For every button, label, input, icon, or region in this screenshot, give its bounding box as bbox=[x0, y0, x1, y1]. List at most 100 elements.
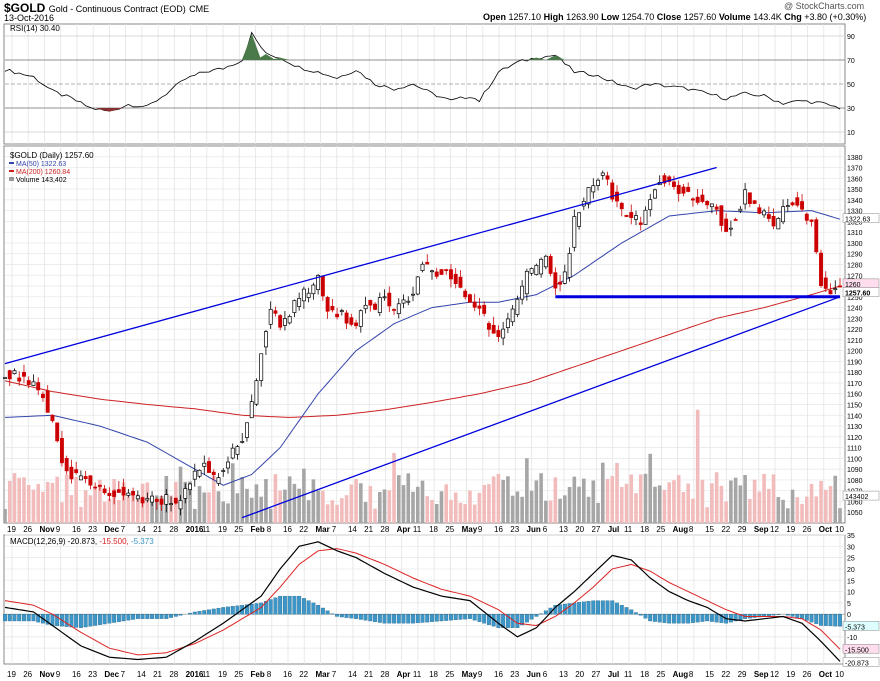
candle-down bbox=[477, 305, 482, 309]
x-axis-top-label: Feb bbox=[251, 525, 265, 534]
price-tick-label: 1360 bbox=[847, 176, 863, 183]
volume-bar bbox=[781, 499, 785, 523]
x-axis-top-label: Mar bbox=[315, 525, 329, 534]
candle-up bbox=[301, 288, 306, 302]
x-axis-top-label: 13 bbox=[559, 525, 568, 534]
volume-bar bbox=[216, 491, 221, 523]
candle-up bbox=[529, 268, 534, 274]
volume-bar bbox=[98, 479, 102, 523]
candle-down bbox=[368, 300, 373, 306]
candle-down bbox=[434, 271, 439, 277]
candle-down bbox=[714, 206, 719, 210]
candle-down bbox=[458, 276, 463, 288]
price-tick-label: 1370 bbox=[847, 166, 863, 173]
macd-histogram-bar bbox=[64, 614, 69, 627]
macd-histogram-bar bbox=[216, 608, 221, 615]
candle-down bbox=[354, 322, 359, 327]
macd-histogram-bar bbox=[93, 614, 98, 626]
x-axis-top-label: 11 bbox=[624, 525, 633, 534]
candle-down bbox=[686, 186, 691, 192]
volume-bar bbox=[582, 478, 586, 523]
candle-up bbox=[501, 328, 506, 339]
price-tick-label: 1080 bbox=[847, 478, 863, 485]
candle-down bbox=[7, 370, 12, 380]
x-axis-top-label: 22 bbox=[299, 525, 308, 534]
x-axis-top-label: 9 bbox=[478, 525, 483, 534]
macd-histogram-bar bbox=[496, 614, 501, 628]
candle-down bbox=[690, 198, 695, 201]
candle-down bbox=[140, 497, 145, 504]
x-axis-bottom-label: Dec bbox=[104, 670, 119, 679]
candle-down bbox=[273, 310, 278, 314]
volume-bar bbox=[643, 473, 648, 523]
candle-up bbox=[78, 475, 83, 481]
candle-up bbox=[287, 316, 292, 324]
macd-histogram-bar bbox=[838, 614, 842, 627]
price-tick-label: 1280 bbox=[847, 262, 863, 269]
candle-down bbox=[486, 323, 491, 330]
volume-bar bbox=[691, 498, 695, 523]
candle-down bbox=[819, 252, 823, 286]
candle-up bbox=[202, 462, 207, 467]
volume-bar bbox=[463, 504, 467, 523]
candle-down bbox=[17, 377, 22, 382]
rsi-tick-label: 90 bbox=[847, 34, 855, 41]
symbol-title: $GOLD Gold - Continuous Contract (EOD) C… bbox=[4, 1, 209, 15]
volume-bar bbox=[12, 473, 17, 523]
candle-up bbox=[216, 477, 221, 484]
candle-down bbox=[705, 200, 710, 206]
candle-up bbox=[406, 300, 411, 303]
volume-bar bbox=[477, 492, 482, 523]
x-axis-bottom-label: Nov bbox=[39, 670, 55, 679]
price-tick-label: 1250 bbox=[847, 295, 863, 302]
price-tick-label: 1110 bbox=[847, 446, 862, 453]
candle-up bbox=[126, 492, 131, 496]
volume-bar bbox=[93, 488, 97, 523]
rsi-overbought-fill bbox=[270, 57, 290, 60]
candle-up bbox=[415, 276, 420, 295]
x-axis-top-label: 2016 bbox=[186, 525, 204, 534]
macd-histogram-bar bbox=[249, 603, 254, 615]
candle-up bbox=[600, 172, 605, 176]
chg-label: Chg bbox=[784, 12, 802, 22]
volume-bar bbox=[439, 491, 444, 523]
x-axis-bottom-label: 27 bbox=[591, 670, 600, 679]
macd-histogram-bar bbox=[719, 614, 724, 623]
x-axis-top-label: Dec bbox=[104, 525, 119, 534]
candle-up bbox=[653, 189, 657, 199]
price-tick-label: 1380 bbox=[847, 155, 863, 162]
volume-bar bbox=[55, 476, 59, 523]
volume-bar bbox=[491, 476, 496, 523]
legend-price: $GOLD (Daily) 1257.60 bbox=[10, 151, 94, 160]
volume-bar bbox=[22, 477, 26, 523]
ma50-last-tag: 1322.63 bbox=[845, 217, 870, 224]
price-tick-label: 1190 bbox=[847, 359, 862, 366]
macd-histogram-bar bbox=[263, 601, 268, 615]
candle-down bbox=[752, 200, 757, 204]
macd-histogram-bar bbox=[709, 614, 714, 622]
macd-histogram-bar bbox=[477, 614, 482, 622]
volume-bar bbox=[657, 485, 662, 523]
volume-bar bbox=[605, 478, 610, 523]
x-axis-bottom-label: 19 bbox=[7, 670, 16, 679]
candle-down bbox=[373, 303, 378, 310]
macd-histogram-bar bbox=[178, 614, 183, 616]
volume-bar bbox=[468, 490, 472, 523]
macd-histogram-bar bbox=[382, 614, 387, 624]
macd-histogram-bar bbox=[524, 614, 529, 623]
macd-tick-label: 30 bbox=[847, 544, 855, 551]
volume-bar bbox=[373, 508, 377, 523]
macd-histogram-bar bbox=[833, 614, 838, 627]
x-axis-top-label: May bbox=[462, 525, 478, 534]
macd-tick-label: 15 bbox=[847, 578, 855, 585]
x-axis-bottom-label: Mar bbox=[315, 670, 329, 679]
x-axis-bottom-label: 8 bbox=[267, 670, 272, 679]
macd-histogram-bar bbox=[591, 600, 596, 615]
macd-tick-label: -10 bbox=[847, 635, 857, 642]
candle-up bbox=[382, 296, 387, 299]
volume-bar bbox=[401, 485, 406, 523]
candle-down bbox=[112, 490, 117, 497]
candle-up bbox=[709, 203, 714, 208]
x-axis-bottom-label: Jun bbox=[527, 670, 541, 679]
price-tick-label: 1060 bbox=[847, 499, 863, 506]
